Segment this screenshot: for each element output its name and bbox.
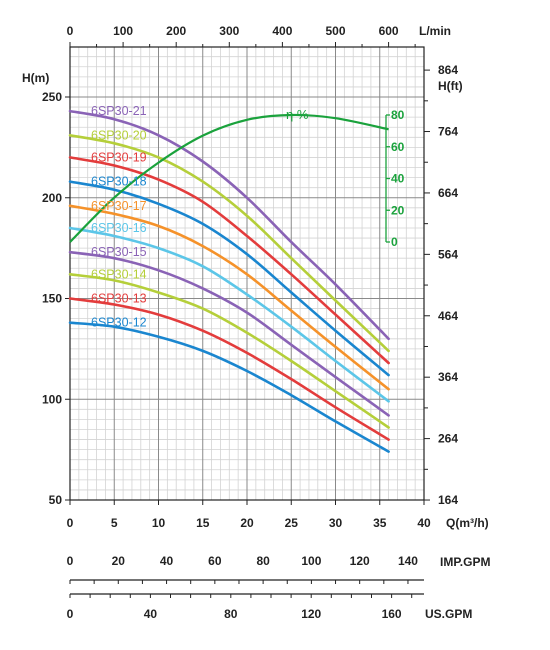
curve-label-6SP30-12: 6SP30-12 [91,316,147,330]
top-tick-label: 600 [379,24,399,38]
curve-label-6SP30-17: 6SP30-17 [91,199,147,213]
curve-6SP30-21 [68,109,390,341]
x-tick-label: 5 [111,516,118,530]
x-tick-label: 35 [373,516,387,530]
y-tick-label: 250 [42,90,62,104]
right-tick-label: 164 [438,493,458,507]
unit-us-gpm: US.GPM [425,607,472,621]
right-tick-label: 564 [438,247,458,261]
curve-label-6SP30-14: 6SP30-14 [91,267,147,281]
curve-labels: 6SP30-21 6SP30-20 6SP30-19 6SP30-18 6SP30-17… [91,104,147,330]
right-tick-label: 864 [438,63,458,77]
efficiency-curve-group: 0 20 40 60 80 [69,108,405,249]
curve-label-6SP30-15: 6SP30-15 [91,245,147,259]
top-tick-label: 100 [113,24,133,38]
eff-tick-label: 20 [391,203,405,217]
imp-gpm-tick-label: 140 [398,554,418,568]
eff-tick-label: 80 [391,108,405,122]
curve-6SP30-12 [68,321,390,453]
curve-6SP30-17 [68,204,390,391]
curve-6SP30-18 [68,180,390,377]
tick-labels: 0 5 10 15 20 25 30 35 400 100 200 300 400 500 60050100… [42,24,458,621]
y-tick-label: 50 [49,493,63,507]
top-tick-label: 300 [219,24,239,38]
x-tick-label: 20 [240,516,254,530]
right-tick-label: 264 [438,432,458,446]
curve-6SP30-16 [68,226,390,403]
curve-label-6SP30-20: 6SP30-20 [91,128,147,142]
eff-label: η % [286,107,309,122]
curve-6SP30-19 [68,156,390,365]
y-tick-label: 150 [42,292,62,306]
curve-label-6SP30-13: 6SP30-13 [91,292,147,306]
curve-label-6SP30-21: 6SP30-21 [91,104,147,118]
right-tick-label: 364 [438,370,458,384]
eff-tick-label: 0 [391,235,398,249]
y-tick-label: 100 [42,392,62,406]
top-tick-label: 400 [272,24,292,38]
y-tick-label: 200 [42,191,62,205]
right-tick-label: 664 [438,186,458,200]
unit-h-m: H(m) [22,71,49,85]
head-curves [68,109,390,453]
x-tick-label: 15 [196,516,210,530]
curve-6SP30-14 [68,273,390,429]
us-gpm-tick-label: 0 [67,607,74,621]
x-tick-label: 25 [285,516,299,530]
unit-imp-gpm: IMP.GPM [440,555,490,569]
curve-label-6SP30-19: 6SP30-19 [91,150,147,164]
unit-l-min: L/min [419,24,451,38]
curve-6SP30-15 [68,250,390,417]
unit-q-m3h: Q(m³/h) [446,516,489,530]
curve-label-6SP30-18: 6SP30-18 [91,175,147,189]
imp-gpm-tick-label: 60 [208,554,222,568]
imp-gpm-tick-label: 40 [160,554,174,568]
top-tick-label: 500 [325,24,345,38]
right-tick-label: 764 [438,125,458,139]
x-tick-label: 10 [152,516,166,530]
eff-tick-label: 40 [391,172,405,186]
efficiency-curve [69,113,389,243]
imp-gpm-tick-label: 100 [301,554,321,568]
us-gpm-tick-label: 80 [224,607,238,621]
top-tick-label: 0 [67,24,74,38]
imp-gpm-tick-label: 120 [350,554,370,568]
x-tick-label: 40 [417,516,431,530]
curve-6SP30-13 [68,297,390,441]
imp-gpm-tick-label: 20 [112,554,126,568]
right-tick-label: 464 [438,309,458,323]
curve-6SP30-20 [68,134,390,353]
us-gpm-tick-label: 160 [382,607,402,621]
top-tick-label: 200 [166,24,186,38]
us-gpm-tick-label: 40 [144,607,158,621]
eff-tick-label: 60 [391,140,405,154]
curve-label-6SP30-16: 6SP30-16 [91,221,147,235]
x-tick-label: 0 [67,516,74,530]
us-gpm-tick-label: 120 [301,607,321,621]
unit-h-ft: H(ft) [438,79,463,93]
x-tick-label: 30 [329,516,343,530]
imp-gpm-tick-label: 80 [256,554,270,568]
imp-gpm-tick-label: 0 [67,554,74,568]
